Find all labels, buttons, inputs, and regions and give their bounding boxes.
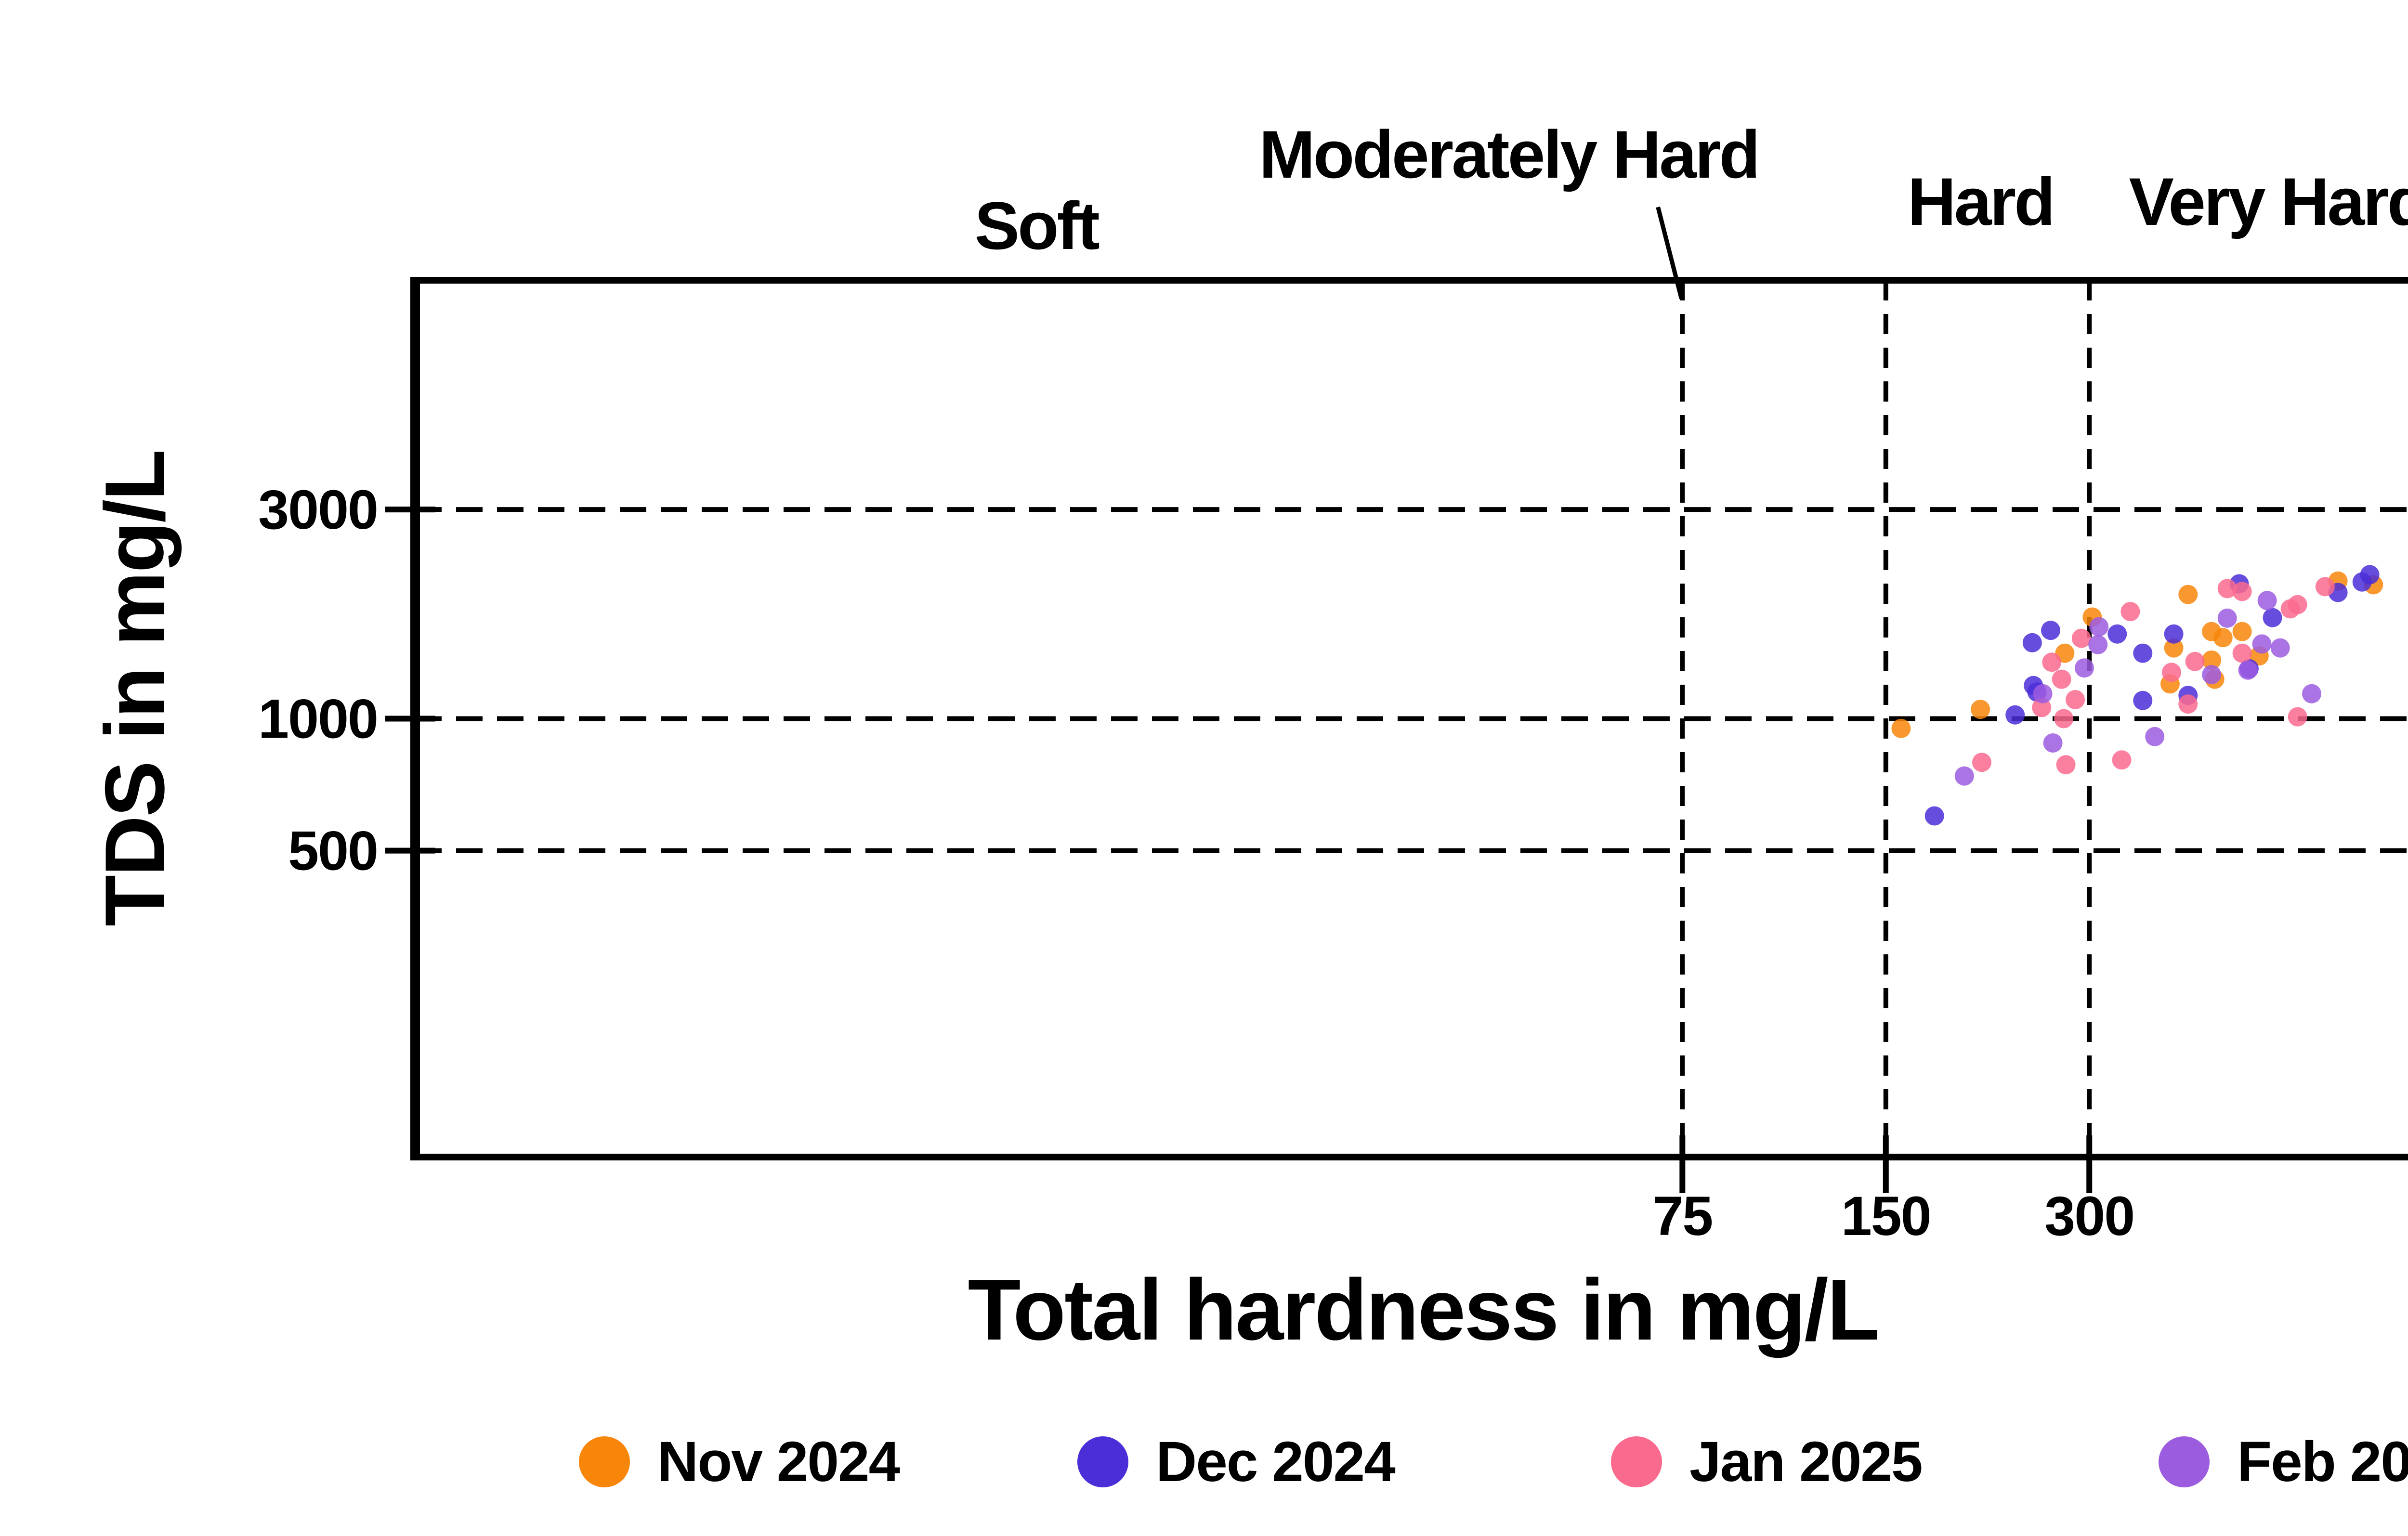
data-point-jan-2025 xyxy=(2288,707,2307,727)
zone-callout-line xyxy=(1656,206,1684,299)
zone-label-soft: Soft xyxy=(975,188,1099,263)
data-point-dec-2024 xyxy=(2005,705,2025,725)
zone-label-moderately-hard: Moderately Hard xyxy=(1259,117,1758,192)
data-point-feb-2025 xyxy=(2043,733,2063,753)
data-point-nov-2024 xyxy=(2202,650,2222,670)
data-point-jan-2025 xyxy=(2056,755,2076,775)
data-point-jan-2025 xyxy=(2288,595,2307,614)
data-point-jan-2025 xyxy=(2120,602,2140,622)
data-point-jan-2025 xyxy=(2066,690,2085,709)
data-point-dec-2024 xyxy=(2360,565,2380,585)
data-point-nov-2024 xyxy=(2213,628,2233,648)
zone-label-very-hard: Very Hard xyxy=(2129,164,2408,239)
data-point-jan-2025 xyxy=(2112,750,2132,770)
x-axis-title: Total hardness in mg/L xyxy=(968,1262,1879,1358)
data-point-feb-2025 xyxy=(2145,727,2165,746)
data-point-jan-2025 xyxy=(2071,628,2091,648)
data-point-jan-2025 xyxy=(1972,753,1991,772)
data-point-feb-2025 xyxy=(2257,591,2277,611)
data-point-jan-2025 xyxy=(2185,651,2205,671)
data-point-feb-2025 xyxy=(2252,634,2272,654)
x-tick-label-300: 300 xyxy=(2044,1185,2134,1247)
data-point-nov-2024 xyxy=(1891,718,1911,738)
y-tick-label-500: 500 xyxy=(288,820,378,882)
data-point-feb-2025 xyxy=(2075,658,2094,678)
data-point-jan-2025 xyxy=(2042,652,2062,672)
data-point-jan-2025 xyxy=(2054,709,2074,729)
data-point-jan-2025 xyxy=(2032,698,2052,717)
y-tick-label-1000: 1000 xyxy=(258,689,378,750)
data-point-feb-2025 xyxy=(2238,660,2258,680)
data-point-dec-2024 xyxy=(2133,690,2153,710)
data-point-feb-2025 xyxy=(2033,684,2053,703)
data-point-jan-2025 xyxy=(2217,579,2237,599)
data-point-dec-2024 xyxy=(2022,633,2042,652)
y-axis-title: TDS in mg/L xyxy=(88,451,182,926)
data-point-feb-2025 xyxy=(2088,635,2108,654)
data-point-jan-2025 xyxy=(2232,582,2252,601)
data-point-jan-2025 xyxy=(2052,669,2071,689)
data-point-jan-2025 xyxy=(2162,663,2181,682)
data-point-feb-2025 xyxy=(2217,608,2237,628)
data-point-feb-2025 xyxy=(2270,638,2290,658)
data-point-dec-2024 xyxy=(2164,624,2184,644)
x-tick-label-150: 150 xyxy=(1841,1185,1931,1247)
x-tick-label-75: 75 xyxy=(1652,1185,1712,1247)
data-point-dec-2024 xyxy=(2133,643,2153,663)
data-point-feb-2025 xyxy=(2089,617,2109,637)
data-point-jan-2025 xyxy=(2178,694,2198,714)
data-point-dec-2024 xyxy=(1924,806,1944,826)
data-point-feb-2025 xyxy=(1954,766,1974,786)
data-point-dec-2024 xyxy=(2041,621,2060,640)
data-point-feb-2025 xyxy=(2202,665,2222,685)
data-point-nov-2024 xyxy=(2178,585,2198,604)
zone-label-hard: Hard xyxy=(1908,164,2054,239)
data-point-jan-2025 xyxy=(2315,577,2335,597)
data-point-dec-2024 xyxy=(2107,624,2127,644)
data-point-jan-2025 xyxy=(2232,643,2252,663)
data-point-nov-2024 xyxy=(2164,638,2184,658)
data-point-nov-2024 xyxy=(2232,622,2252,641)
y-tick-label-3000: 3000 xyxy=(258,479,378,541)
data-point-nov-2024 xyxy=(1971,700,1990,719)
data-point-feb-2025 xyxy=(2302,684,2321,703)
data-point-dec-2024 xyxy=(2263,608,2282,627)
